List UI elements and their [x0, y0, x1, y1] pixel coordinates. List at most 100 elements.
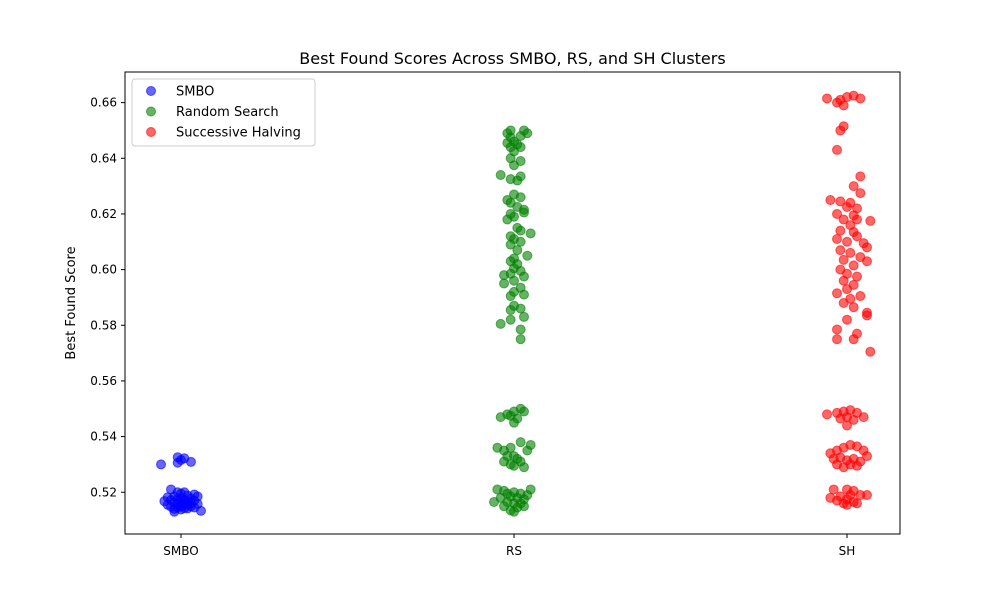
data-point-sh-47	[848, 302, 859, 313]
data-point-sh-65	[842, 420, 852, 431]
data-point-sh-18	[832, 208, 843, 219]
data-point-sh-34	[838, 254, 849, 265]
y-tick-label: 0.60	[90, 263, 117, 277]
data-point-rs-45	[499, 270, 510, 281]
data-point-rs-100	[509, 506, 519, 517]
y-tick-label: 0.58	[90, 318, 117, 332]
data-point-sh-28	[842, 236, 852, 247]
data-point-sh-24	[835, 225, 846, 236]
data-point-sh-54	[848, 334, 859, 345]
data-point-sh-31	[835, 245, 846, 256]
data-point-sh-35	[861, 256, 872, 267]
data-point-rs-36	[512, 245, 523, 256]
data-point-rs-57	[495, 318, 506, 329]
data-point-rs-80	[518, 462, 529, 473]
legend-box	[131, 78, 316, 147]
data-point-sh-42	[842, 284, 852, 295]
y-tick-label: 0.54	[90, 430, 117, 444]
x-tick-label-rs: RS	[506, 544, 522, 558]
data-point-sh-26	[851, 231, 862, 242]
data-point-sh-44	[855, 291, 866, 302]
data-point-rs-18	[512, 175, 523, 186]
data-point-sh-36	[848, 260, 859, 271]
data-point-rs-20	[515, 192, 526, 203]
data-point-smbo-38	[162, 492, 173, 503]
x-tick-label-sh: SH	[839, 544, 856, 558]
data-point-rs-88	[525, 484, 536, 495]
data-point-sh-11	[848, 181, 859, 192]
y-tick-label: 0.66	[90, 96, 117, 110]
plot-area-frame	[124, 71, 901, 535]
data-point-sh-82	[828, 484, 839, 495]
data-point-sh-4	[855, 93, 866, 104]
data-point-sh-21	[838, 214, 849, 225]
data-point-rs-73	[525, 439, 536, 450]
data-point-sh-80	[851, 460, 862, 471]
data-point-sh-46	[838, 298, 849, 308]
data-point-sh-8	[835, 125, 846, 136]
data-point-sh-10	[855, 171, 866, 182]
data-point-sh-14	[835, 196, 846, 207]
data-point-rs-64	[518, 406, 529, 417]
legend-marker-rs	[146, 106, 156, 117]
x-axis: SMBO RS SH	[163, 534, 855, 558]
data-point-rs-67	[509, 417, 519, 428]
data-point-rs-44	[518, 271, 529, 282]
data-point-rs-14	[509, 160, 519, 171]
data-point-sh-89	[861, 490, 872, 501]
data-point-smbo-40	[179, 487, 190, 498]
data-point-sh-30	[861, 242, 872, 253]
data-point-sh-20	[851, 214, 862, 225]
y-tick-label: 0.62	[90, 207, 117, 221]
data-point-rs-32	[525, 228, 536, 239]
x-tick-label-smbo: SMBO	[163, 544, 198, 558]
data-point-sh-27	[832, 233, 843, 244]
legend: SMBO Random Search Successive Halving	[131, 78, 316, 147]
data-point-smbo-37	[182, 503, 193, 514]
data-point-sh-55	[865, 346, 876, 357]
data-point-sh-81	[838, 462, 849, 473]
data-point-rs-50	[505, 291, 516, 302]
points-layer	[156, 90, 876, 517]
data-point-rs-70	[505, 442, 516, 453]
data-point-rs-71	[515, 437, 526, 448]
legend-label-rs: Random Search	[176, 105, 279, 120]
data-point-rs-59	[515, 334, 526, 345]
data-point-rs-47	[499, 278, 510, 289]
data-point-rs-28	[502, 214, 513, 225]
legend-label-sh: Successive Halving	[176, 126, 301, 141]
legend-marker-smbo	[146, 86, 156, 96]
data-point-sh-94	[851, 498, 862, 509]
y-axis-label: Best Found Score	[64, 246, 79, 359]
data-point-sh-32	[845, 247, 856, 258]
data-point-rs-56	[505, 314, 516, 325]
data-point-sh-0	[822, 93, 833, 104]
data-point-smbo-4	[172, 457, 183, 468]
data-point-sh-22	[865, 215, 876, 226]
data-point-smbo-0	[156, 459, 167, 470]
data-point-rs-55	[518, 311, 529, 322]
data-point-sh-61	[858, 412, 869, 423]
data-point-rs-53	[515, 303, 526, 314]
data-point-rs-35	[505, 239, 516, 250]
data-point-rs-51	[518, 289, 529, 300]
data-point-rs-81	[509, 460, 519, 471]
data-point-sh-95	[842, 499, 852, 510]
data-point-sh-6	[838, 100, 849, 111]
data-point-rs-54	[505, 304, 516, 315]
data-point-sh-56	[822, 409, 833, 420]
data-point-sh-72	[861, 451, 872, 462]
data-point-smbo-33	[195, 505, 206, 516]
chart-title: Best Found Scores Across SMBO, RS, and S…	[299, 49, 725, 68]
data-point-rs-30	[515, 225, 526, 236]
y-tick-label: 0.56	[90, 374, 117, 388]
data-point-smbo-41	[169, 506, 180, 517]
data-point-rs-27	[518, 207, 529, 218]
data-point-rs-98	[518, 501, 529, 512]
data-point-rs-46	[509, 275, 519, 286]
y-tick-label: 0.64	[90, 151, 117, 165]
data-point-rs-5	[515, 131, 526, 142]
data-point-sh-64	[848, 414, 859, 425]
y-axis: 0.52 0.54 0.56 0.58 0.60 0.62 0.64 0.66	[90, 96, 125, 499]
data-point-smbo-5	[185, 456, 196, 467]
